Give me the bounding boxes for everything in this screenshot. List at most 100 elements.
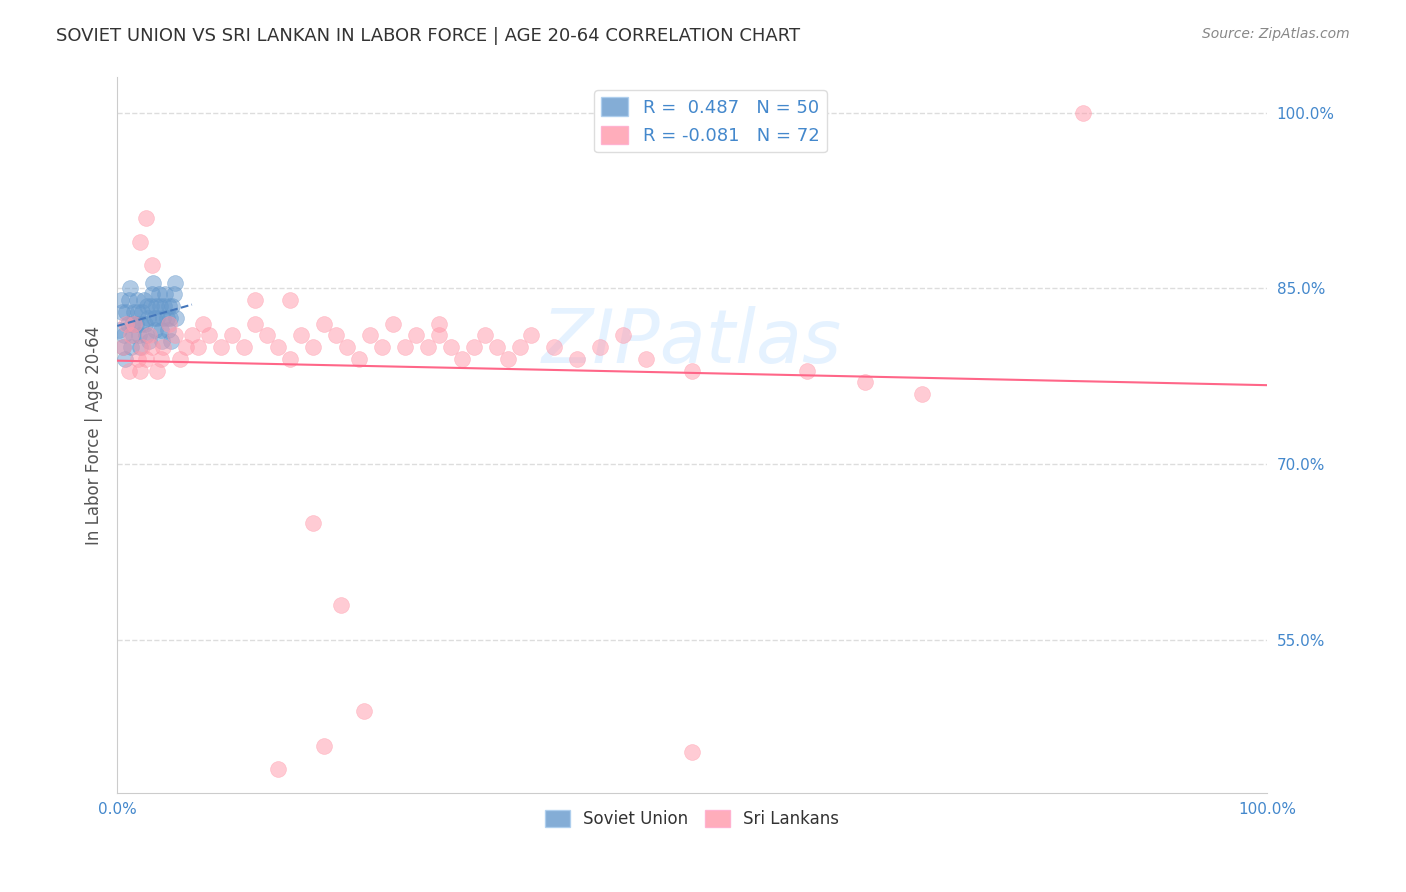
Point	[198, 328, 221, 343]
Text: Source: ZipAtlas.com: Source: ZipAtlas.com	[1202, 27, 1350, 41]
Point	[111, 340, 134, 354]
Point	[129, 363, 152, 377]
Point	[121, 317, 143, 331]
Point	[120, 328, 142, 343]
Point	[796, 363, 818, 377]
Point	[474, 328, 496, 343]
Point	[163, 328, 186, 343]
Point	[118, 363, 141, 377]
Point	[124, 317, 146, 331]
Point	[193, 317, 215, 331]
Point	[347, 351, 370, 366]
Point	[853, 376, 876, 390]
Point	[127, 351, 149, 366]
Point	[129, 235, 152, 249]
Point	[156, 310, 179, 325]
Point	[256, 328, 278, 343]
Point	[138, 328, 160, 343]
Point	[111, 340, 134, 354]
Point	[267, 340, 290, 354]
Point	[485, 340, 508, 354]
Point	[136, 299, 159, 313]
Point	[110, 293, 132, 308]
Point	[565, 351, 588, 366]
Point	[127, 305, 149, 319]
Point	[135, 351, 157, 366]
Point	[129, 340, 152, 354]
Point	[509, 340, 531, 354]
Point	[138, 334, 160, 349]
Point	[143, 322, 166, 336]
Point	[135, 211, 157, 226]
Point	[221, 328, 243, 343]
Point	[336, 340, 359, 354]
Point	[290, 328, 312, 343]
Point	[112, 328, 135, 343]
Point	[128, 328, 150, 343]
Point	[146, 363, 169, 377]
Point	[187, 340, 209, 354]
Point	[165, 310, 187, 325]
Point	[141, 287, 163, 301]
Point	[115, 305, 138, 319]
Point	[131, 305, 153, 319]
Point	[394, 340, 416, 354]
Point	[141, 258, 163, 272]
Point	[125, 293, 148, 308]
Y-axis label: In Labor Force | Age 20-64: In Labor Force | Age 20-64	[86, 326, 103, 545]
Point	[520, 328, 543, 343]
Point	[330, 598, 353, 612]
Point	[150, 334, 173, 349]
Text: SOVIET UNION VS SRI LANKAN IN LABOR FORCE | AGE 20-64 CORRELATION CHART: SOVIET UNION VS SRI LANKAN IN LABOR FORC…	[56, 27, 800, 45]
Point	[135, 328, 157, 343]
Point	[162, 299, 184, 313]
Text: ZIPatlas: ZIPatlas	[543, 306, 842, 378]
Point	[131, 317, 153, 331]
Point	[243, 293, 266, 308]
Legend: Soviet Union, Sri Lankans: Soviet Union, Sri Lankans	[538, 803, 846, 834]
Point	[149, 299, 172, 313]
Point	[139, 299, 162, 313]
Point	[118, 293, 141, 308]
Point	[278, 293, 301, 308]
Point	[278, 351, 301, 366]
Point	[427, 328, 450, 343]
Point	[142, 276, 165, 290]
Point	[416, 340, 439, 354]
Point	[160, 334, 183, 349]
Point	[157, 317, 180, 331]
Point	[134, 317, 156, 331]
Point	[174, 340, 197, 354]
Point	[152, 340, 174, 354]
Point	[159, 310, 181, 325]
Point	[209, 340, 232, 354]
Point	[636, 351, 658, 366]
Point	[141, 340, 163, 354]
Point	[136, 310, 159, 325]
Point	[325, 328, 347, 343]
Point	[124, 317, 146, 331]
Point	[911, 387, 934, 401]
Point	[122, 328, 145, 343]
Point	[162, 287, 184, 301]
Point	[681, 745, 703, 759]
Point	[451, 351, 474, 366]
Point	[108, 322, 131, 336]
Point	[353, 704, 375, 718]
Point	[463, 340, 485, 354]
Point	[427, 317, 450, 331]
Point	[301, 340, 323, 354]
Point	[146, 310, 169, 325]
Point	[124, 305, 146, 319]
Point	[181, 328, 204, 343]
Point	[543, 340, 565, 354]
Point	[118, 281, 141, 295]
Point	[232, 340, 254, 354]
Point	[114, 351, 136, 366]
Point	[120, 340, 142, 354]
Point	[243, 317, 266, 331]
Point	[681, 363, 703, 377]
Point	[152, 310, 174, 325]
Point	[145, 299, 167, 313]
Point	[359, 328, 381, 343]
